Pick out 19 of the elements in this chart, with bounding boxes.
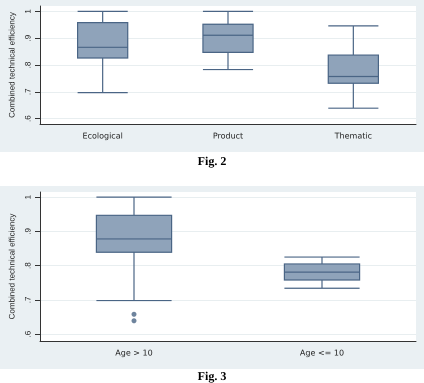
y-tick-label: .6: [24, 330, 32, 338]
y-tick-label: .6: [24, 114, 32, 122]
x-tick-label: Thematic: [334, 132, 372, 140]
y-tick-label: .8: [24, 262, 32, 269]
x-tick-label: Age <= 10: [300, 348, 344, 358]
y-tick-label: 1: [24, 194, 32, 200]
y-tick-label: .9: [24, 228, 32, 235]
y-tick-label: .9: [24, 34, 32, 42]
y-tick-label: .7: [24, 88, 32, 96]
y-tick-label: .7: [24, 296, 32, 304]
y-tick-label: .8: [24, 61, 32, 68]
caption: Fig. 3: [196, 369, 228, 383]
y-axis-title: Combined technical efficiency: [8, 12, 16, 118]
y-axis-title: Combined technical efficiency: [8, 214, 16, 320]
x-tick-label: Product: [212, 132, 244, 140]
y-tick-label: 1: [24, 8, 32, 14]
caption: Fig. 2: [196, 154, 228, 169]
x-tick-label: Ecological: [82, 132, 123, 140]
x-tick-label: Age > 10: [115, 348, 153, 358]
